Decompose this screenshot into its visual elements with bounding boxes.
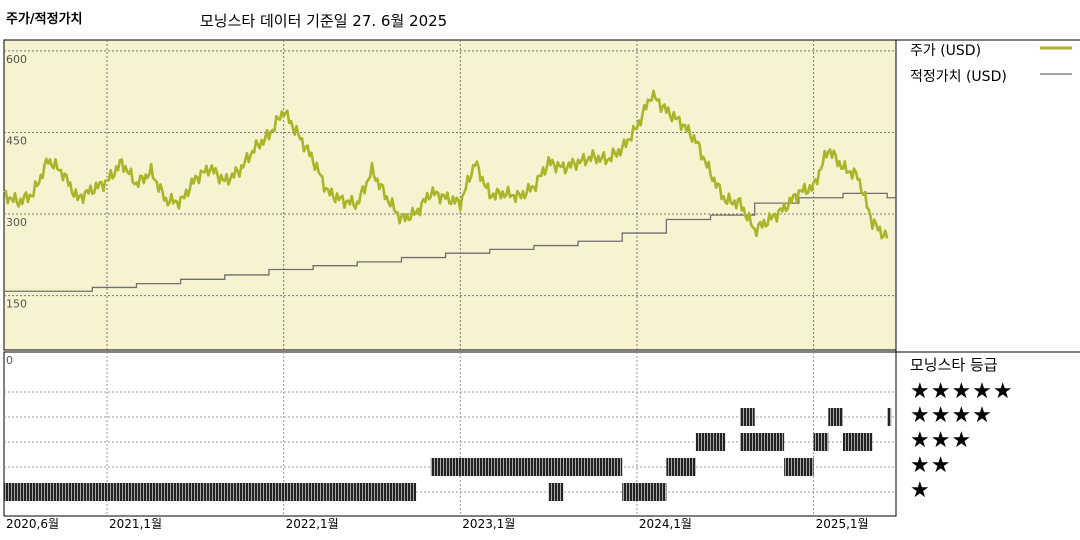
rating-segment-2-stars (563, 458, 623, 476)
rating-segment-3-stars (695, 433, 726, 451)
x-tick-label: 2020,6월 (6, 517, 59, 531)
rating-segment-1-stars (548, 483, 564, 501)
rating-segment-2-stars (430, 458, 564, 476)
rating-segment-4-stars (887, 408, 892, 426)
rating-segment-2-stars (666, 458, 696, 476)
legend-fair-value-label: 적정가치 (USD) (910, 69, 1007, 85)
x-tick-label: 2025,1월 (816, 517, 869, 531)
y-tick-label: 150 (6, 298, 27, 311)
chart-subtitle: 모닝스타 데이터 기준일 27. 6월 2025 (200, 12, 448, 30)
y-tick-label: 600 (6, 53, 27, 66)
rating-level-3-stars: ★★★ (910, 428, 973, 453)
rating-segment-4-stars (739, 408, 755, 426)
x-tick-label: 2023,1월 (462, 517, 515, 531)
rating-level-1-star: ★ (910, 478, 931, 503)
legend-price-label: 주가 (USD) (910, 43, 982, 59)
price-line (3, 89, 889, 240)
rating-panel-title: 모닝스타 등급 (910, 356, 998, 374)
rating-segment-1-stars (622, 483, 667, 501)
x-tick-label: 2024,1월 (639, 517, 692, 531)
x-tick-label: 2022,1월 (286, 517, 339, 531)
x-tick-label: 2021,1월 (109, 517, 162, 531)
rating-level-5-stars: ★★★★★ (910, 379, 1014, 404)
price-panel-background (4, 40, 896, 350)
rating-segment-3-stars (813, 433, 829, 451)
fair-value-line (4, 192, 896, 292)
rating-level-2-stars: ★★ (910, 453, 952, 478)
rating-segment-3-stars (843, 433, 873, 451)
rating-top-label: 0 (6, 354, 13, 367)
rating-segment-3-stars (739, 433, 785, 451)
y-tick-label: 450 (6, 134, 27, 147)
rating-segment-2-stars (784, 458, 814, 476)
rating-segment-4-stars (828, 408, 844, 426)
y-tick-label: 300 (6, 216, 27, 229)
rating-level-4-stars: ★★★★ (910, 403, 993, 428)
chart-left-title: 주가/적정가치 (6, 12, 83, 27)
rating-segment-1-stars (4, 483, 417, 501)
